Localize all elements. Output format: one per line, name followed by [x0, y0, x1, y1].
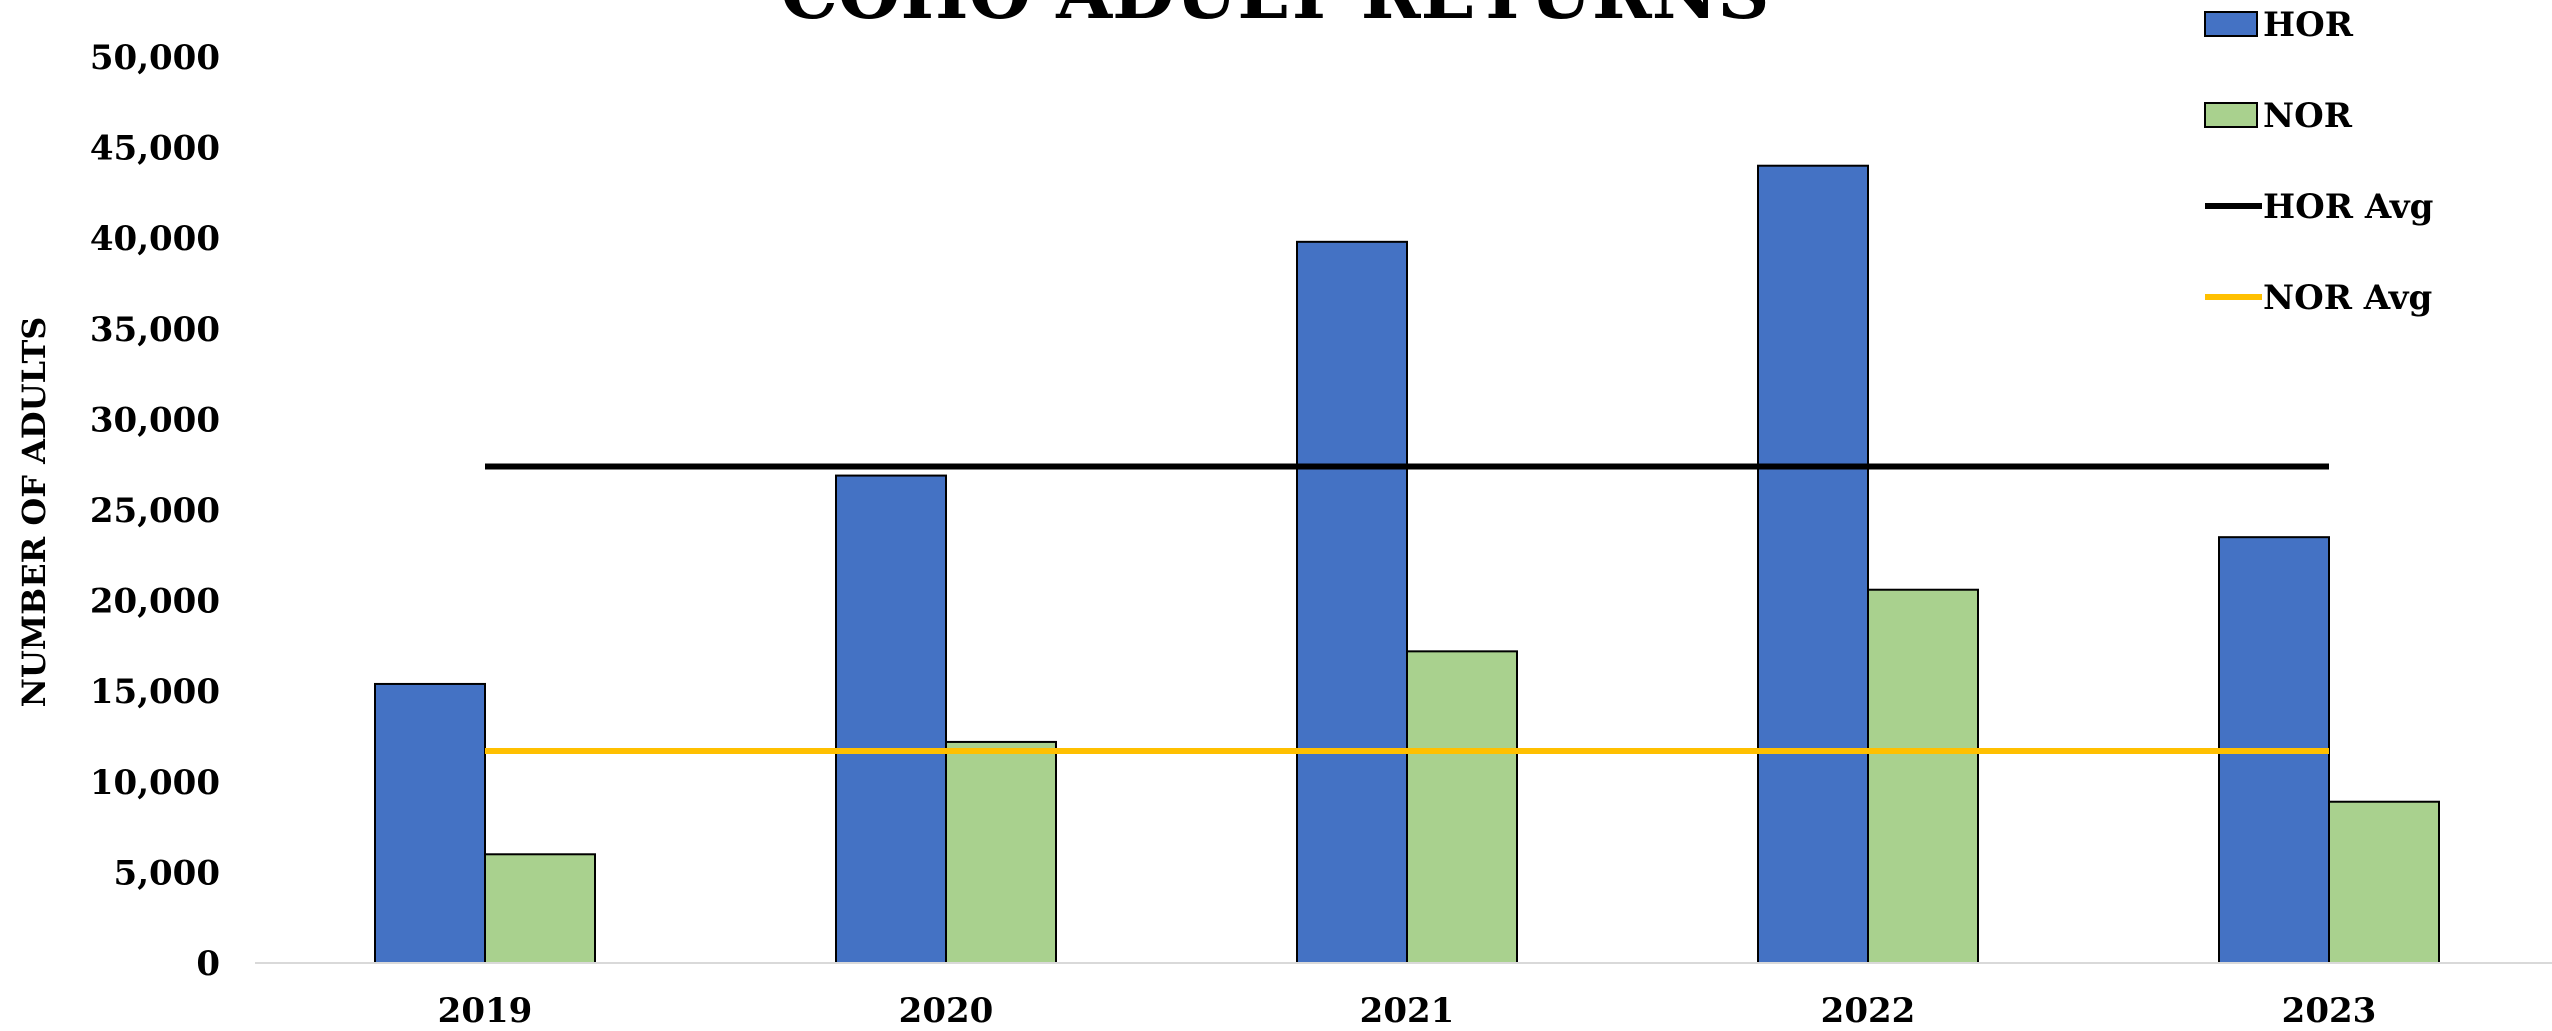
y-axis-label: NUMBER OF ADULTS [15, 317, 53, 708]
legend-swatch-nor [2204, 102, 2258, 128]
legend-label-nor-avg: NOR Avg [2263, 278, 2432, 318]
chart-title: COHO ADULT RETURNS [780, 0, 1769, 35]
y-axis-ticks: 0 5,000 10,000 15,000 20,000 25,000 30,000 35,0… [90, 38, 220, 984]
bar-nor [484, 853, 596, 965]
y-tick-label: 5,000 [114, 853, 220, 893]
average-lines [485, 463, 2329, 754]
y-tick-label: 25,000 [90, 491, 220, 531]
legend: HOR NOR HOR Avg NOR Avg [2204, 5, 2433, 318]
y-tick-label: 40,000 [90, 219, 220, 259]
bar-hor [835, 474, 947, 964]
legend-label-hor-avg: HOR Avg [2263, 187, 2433, 227]
legend-swatch-hor [2204, 11, 2258, 37]
x-axis-ticks: 2019 2020 2021 2022 2023 [438, 991, 2377, 1031]
bars [374, 164, 2440, 965]
bar-nor [2328, 800, 2440, 964]
y-tick-label: 10,000 [90, 763, 220, 803]
y-tick-label: 20,000 [90, 582, 220, 622]
y-tick-label: 30,000 [90, 400, 220, 440]
bar-hor [1296, 240, 1408, 965]
x-tick-label: 2020 [899, 991, 994, 1031]
legend-label-nor: NOR [2263, 96, 2353, 136]
bar-nor [945, 740, 1057, 964]
x-tick-label: 2021 [1360, 991, 1455, 1031]
y-tick-label: 0 [196, 944, 220, 984]
legend-label-hor: HOR [2263, 5, 2354, 45]
x-tick-label: 2022 [1821, 991, 1916, 1031]
y-tick-label: 45,000 [90, 129, 220, 169]
y-tick-label: 50,000 [90, 38, 220, 78]
bar-nor [1406, 650, 1518, 964]
bar-hor [374, 682, 486, 965]
x-tick-label: 2019 [438, 991, 533, 1031]
y-tick-label: 15,000 [90, 672, 220, 712]
x-tick-label: 2023 [2282, 991, 2377, 1031]
bar-hor [1757, 164, 1869, 965]
y-tick-label: 35,000 [90, 310, 220, 350]
bar-nor [1867, 588, 1979, 965]
